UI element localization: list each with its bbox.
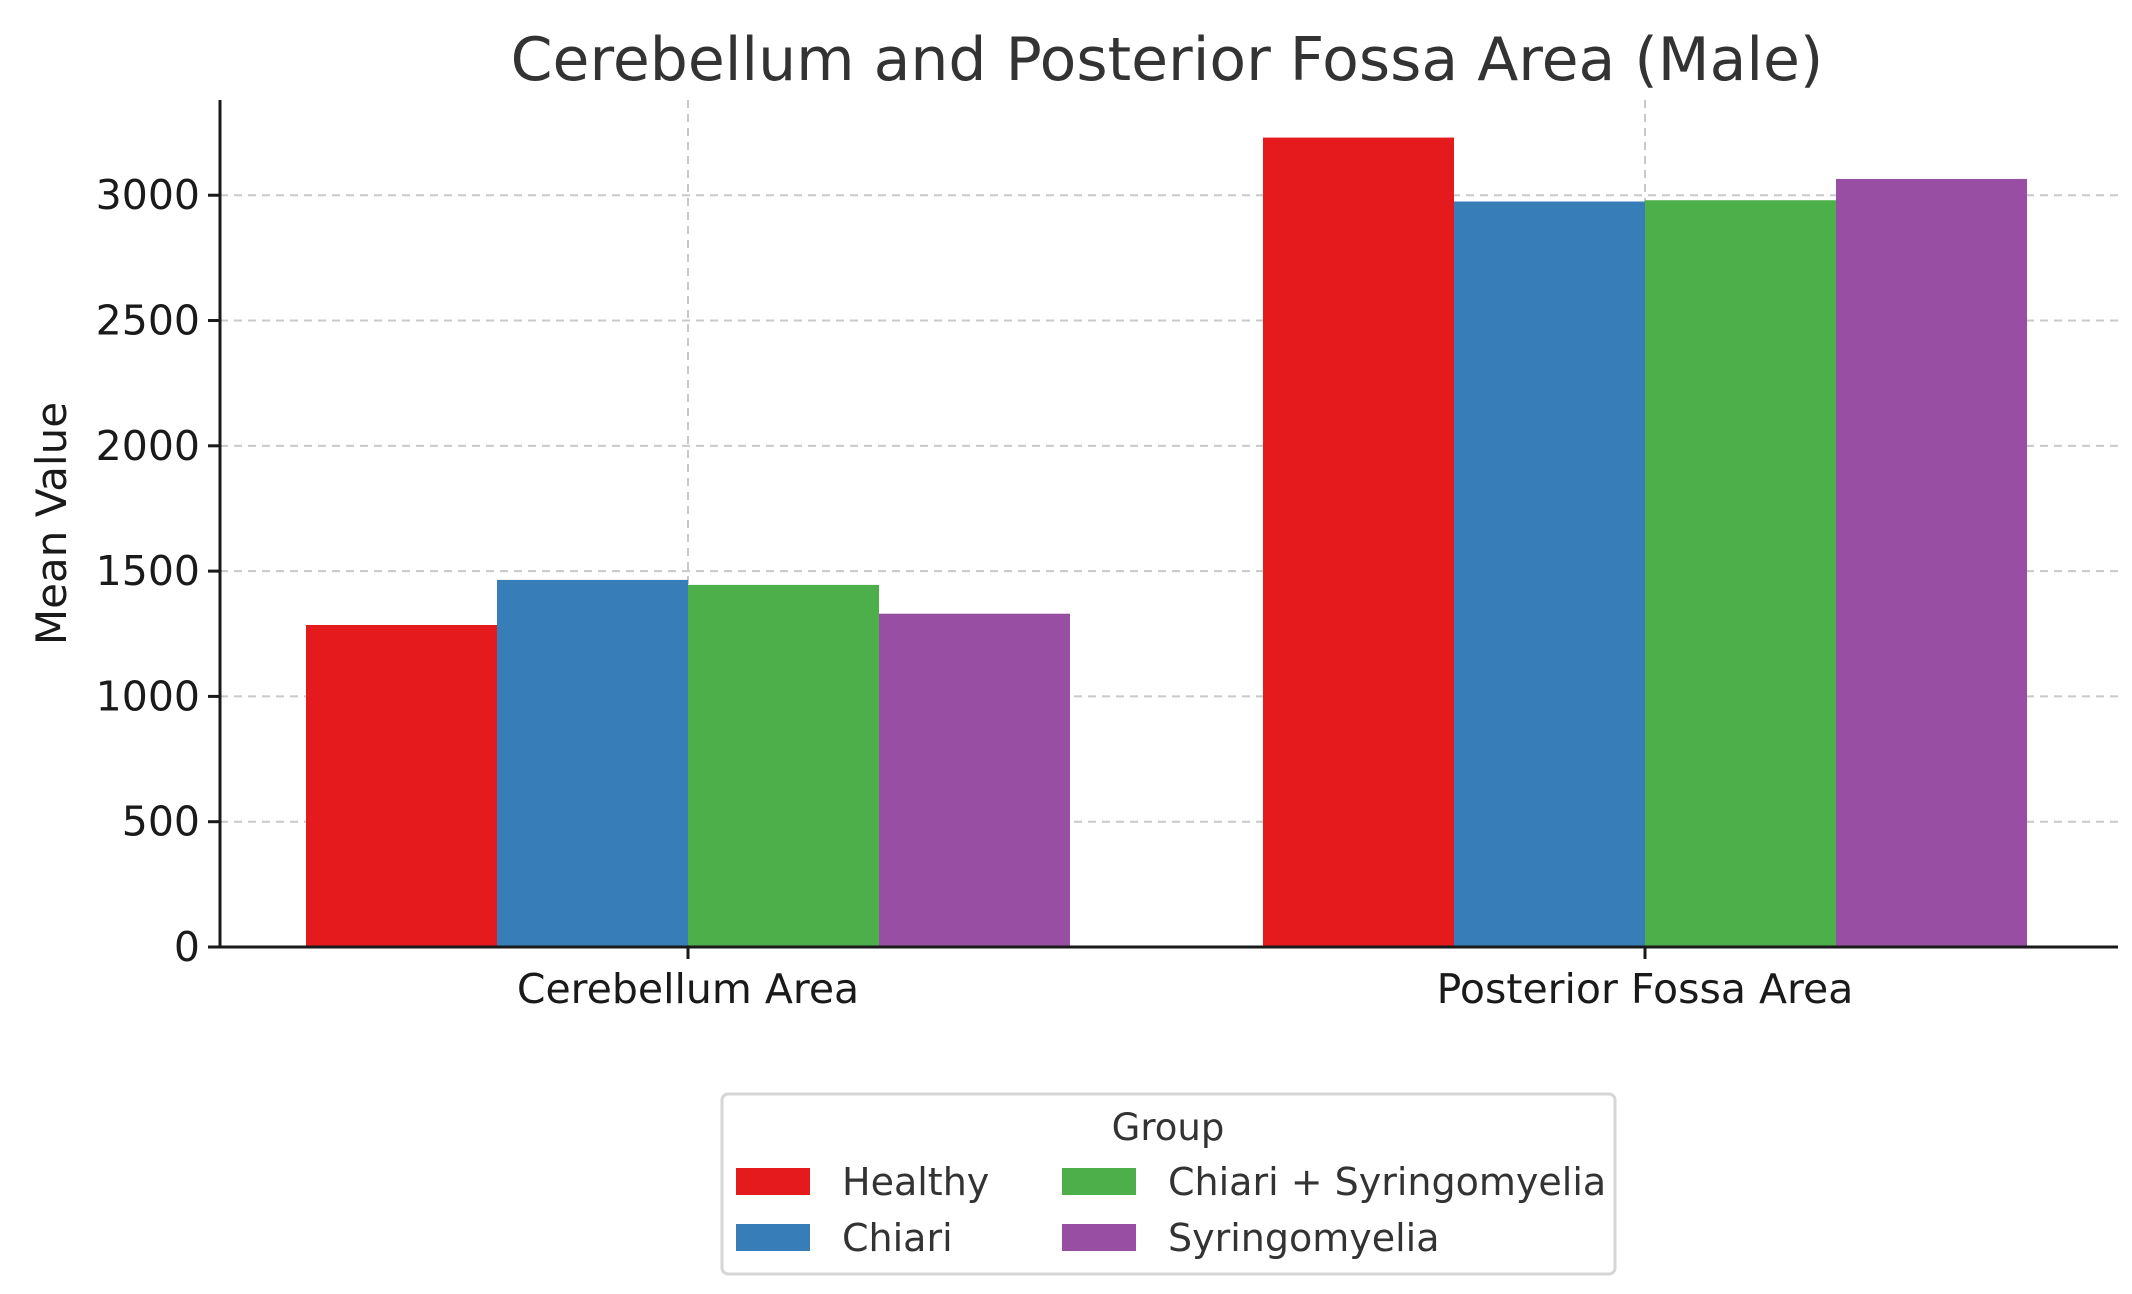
- bar-chiari-syringomyelia-cerebellum-area: [688, 584, 879, 947]
- legend-swatch-syringomyelia: [1062, 1224, 1136, 1251]
- legend-label: Syringomyelia: [1168, 1216, 1440, 1260]
- y-tick-label: 500: [122, 798, 200, 846]
- bar-healthy-cerebellum-area: [306, 624, 497, 947]
- legend-label: Healthy: [842, 1160, 989, 1204]
- y-tick-label: 2000: [96, 422, 200, 470]
- y-axis-title: Mean Value: [27, 402, 76, 645]
- x-tick-label: Cerebellum Area: [517, 965, 859, 1013]
- y-tick-label: 1000: [96, 672, 200, 720]
- x-tick-label: Posterior Fossa Area: [1437, 965, 1854, 1013]
- legend-label: Chiari: [842, 1216, 953, 1260]
- legend-title: Group: [1112, 1106, 1225, 1149]
- legend-label: Chiari + Syringomyelia: [1168, 1160, 1606, 1204]
- bar-syringomyelia-posterior-fossa-area: [1836, 178, 2027, 947]
- y-tick-label: 1500: [96, 547, 200, 595]
- legend-swatch-chiari: [736, 1224, 810, 1251]
- y-tick-label: 2500: [96, 297, 200, 345]
- bar-chiari-posterior-fossa-area: [1454, 201, 1645, 948]
- bar-chiari-syringomyelia-posterior-fossa-area: [1645, 200, 1836, 947]
- legend-swatch-healthy: [736, 1168, 810, 1195]
- bar-chiari-cerebellum-area: [497, 579, 688, 947]
- y-tick-label: 0: [174, 923, 200, 971]
- axes-layer: 0 500 1000 1500 2000 2500 3000 Cerebellum Area P…: [96, 100, 2118, 1013]
- bar-syringomyelia-cerebellum-area: [879, 613, 1070, 947]
- legend: Group Healthy Chiari Chiari + Syringomyeli…: [720, 1092, 1617, 1276]
- bars-layer: [306, 137, 2027, 948]
- legend-frame: [720, 1092, 1617, 1276]
- legend-swatch-chiari-syringomyelia: [1062, 1168, 1136, 1195]
- bar-healthy-posterior-fossa-area: [1263, 137, 1454, 948]
- chart-title: Cerebellum and Posterior Fossa Area (Mal…: [511, 25, 1824, 95]
- y-tick-label: 3000: [96, 171, 200, 219]
